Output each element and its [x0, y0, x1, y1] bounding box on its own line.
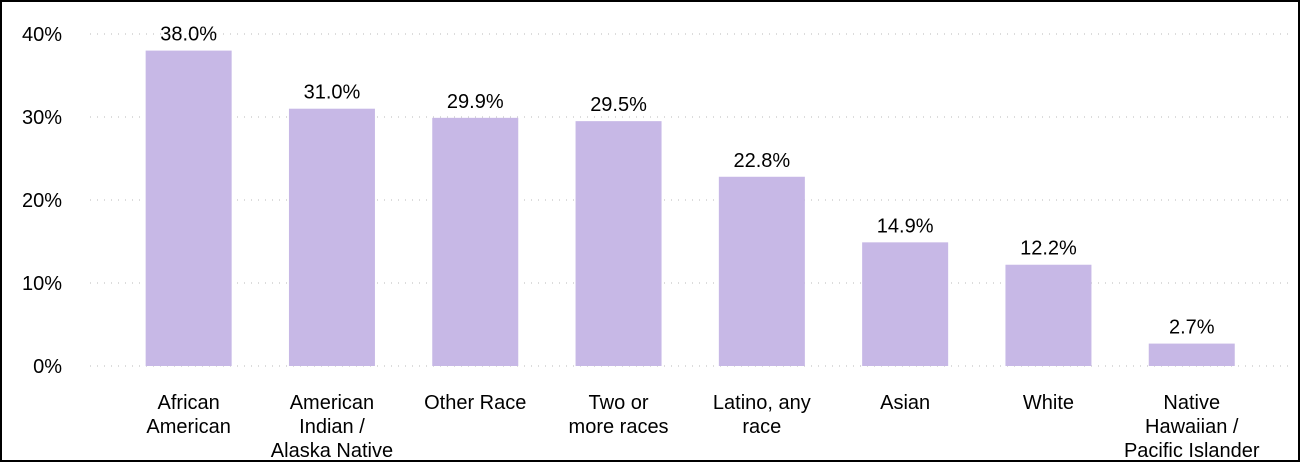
bar	[718, 176, 805, 366]
category-label: Other Race	[424, 392, 526, 414]
bar	[1005, 264, 1092, 366]
category-label: Native Hawaiian / Pacific Islander	[1124, 392, 1260, 460]
data-label: 31.0%	[304, 82, 361, 104]
y-axis-tick-labels: 0% 10% 20% 30% 40%	[22, 24, 62, 378]
data-label: 12.2%	[1020, 238, 1077, 260]
category-label-line: White	[1023, 392, 1074, 414]
data-label: 2.7%	[1169, 317, 1215, 339]
y-tick-label: 30%	[22, 107, 62, 129]
category-label-line: African	[158, 392, 220, 414]
category-label-line: Latino, any	[713, 392, 811, 414]
category-label-line: Indian /	[299, 416, 365, 438]
data-label: 29.9%	[447, 91, 504, 113]
data-label: 14.9%	[877, 215, 934, 237]
bar	[1148, 343, 1235, 366]
category-label: African American	[146, 392, 230, 438]
category-label-line: Pacific Islander	[1124, 440, 1260, 460]
category-label-line: Asian	[880, 392, 930, 414]
bar	[862, 242, 949, 366]
category-label-line: Hawaiian /	[1145, 416, 1239, 438]
category-label: Latino, any race	[713, 392, 811, 438]
category-label: Two or more races	[569, 392, 669, 438]
category-label-line: more races	[569, 416, 669, 438]
y-tick-label: 0%	[33, 356, 62, 378]
category-label-line: Alaska Native	[271, 440, 393, 460]
data-label: 22.8%	[733, 150, 790, 172]
bar	[288, 108, 375, 366]
category-label-line: Other Race	[424, 392, 526, 414]
category-label-line: race	[742, 416, 781, 438]
category-label-line: American	[290, 392, 374, 414]
y-tick-label: 10%	[22, 273, 62, 295]
data-label: 38.0%	[160, 24, 217, 46]
gridlines	[90, 33, 1292, 367]
category-label-line: American	[146, 416, 230, 438]
bars	[145, 50, 1235, 367]
category-label-line: Two or	[589, 392, 649, 414]
category-label-line: Native	[1163, 392, 1220, 414]
data-label: 29.5%	[590, 94, 647, 116]
y-tick-label: 40%	[22, 24, 62, 46]
bar	[145, 50, 232, 366]
y-tick-label: 20%	[22, 190, 62, 212]
category-label: Asian	[880, 392, 930, 414]
category-label: White	[1023, 392, 1074, 414]
data-labels: 38.0% 31.0% 29.9% 29.5% 22.8% 14.9% 12.2% 2.7%	[160, 24, 1214, 339]
bar	[432, 117, 519, 366]
bar	[575, 121, 662, 367]
category-label: American Indian / Alaska Native	[271, 392, 393, 460]
